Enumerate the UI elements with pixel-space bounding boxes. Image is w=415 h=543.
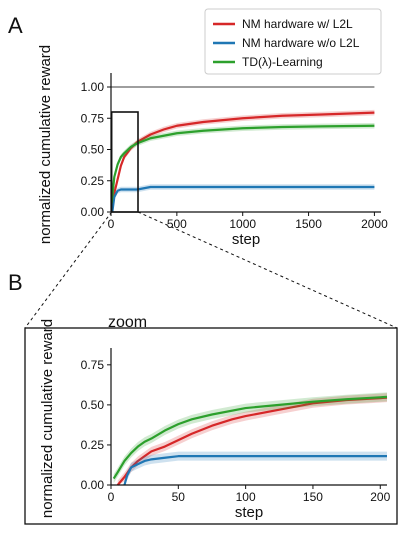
legend: NM hardware w/ L2L NM hardware w/o L2L TD(… — [204, 8, 382, 75]
panel-b-ytick-label-2: 0.50 — [81, 398, 105, 412]
panel-b-series-2-line — [112, 395, 388, 480]
panel-a-letter: A — [8, 13, 23, 38]
panel-b-plot: 0.00 0.25 0.50 0.75 0 50 100 150 200 step normaliz… — [24, 319, 398, 525]
panel-b-letter: B — [8, 270, 23, 295]
panel-a-ytick-label-3: 0.75 — [81, 111, 105, 125]
panel-a-ytick-label-4: 1.00 — [81, 80, 105, 94]
panel-b-xtick-label-2: 100 — [236, 490, 256, 504]
legend-box — [204, 8, 382, 75]
panel-a-ylabel: normalized cumulative reward — [37, 45, 54, 244]
panel-b-series-1-line — [123, 455, 387, 486]
zoom-connector-left — [24, 211, 113, 329]
panel-b-xlabel: step — [235, 504, 263, 521]
panel-a-xlabel: step — [232, 231, 260, 248]
panel-a-series-1-band — [112, 184, 375, 212]
panel-a-xtick-label-3: 1500 — [295, 217, 322, 231]
panel-b-xtick-label-0: 0 — [108, 490, 115, 504]
panel-b-series-1-band — [124, 451, 388, 485]
zoom-title: zoom — [108, 314, 147, 331]
panel-a-xtick-label-1: 500 — [167, 217, 187, 231]
panel-b-series-0-line — [116, 396, 388, 486]
panel-a-xtick-label-2: 1000 — [229, 217, 256, 231]
panel-b-series-0-band — [117, 393, 388, 485]
panel-b-ytick-label-0: 0.00 — [81, 478, 105, 492]
zoom-connector-right — [137, 211, 398, 329]
panel-a-series-2-line — [110, 124, 375, 204]
legend-label-1: NM hardware w/o L2L — [242, 36, 360, 50]
panel-a-ytick-label-0: 0.00 — [81, 205, 105, 219]
panel-b-ytick-label-3: 0.75 — [81, 358, 105, 372]
panel-b-xtick-label-1: 50 — [172, 490, 186, 504]
panel-a-xtick-label-4: 2000 — [361, 217, 388, 231]
panel-b-xtick-label-3: 150 — [303, 490, 323, 504]
zoom-frame — [24, 327, 398, 525]
panel-b-ytick-label-1: 0.25 — [81, 438, 105, 452]
zoom-box — [110, 111, 139, 213]
panel-a-xtick-label-0: 0 — [108, 217, 115, 231]
zoom-connectors — [24, 211, 398, 329]
panel-a-plot: 0.00 0.25 0.50 0.75 1.00 0 500 1000 1500 2000 step… — [37, 45, 388, 248]
panel-a-series-1-line — [111, 185, 375, 213]
panel-a-series-0-line — [111, 111, 375, 206]
panel-b-ylabel: normalized cumulative reward — [39, 319, 56, 518]
panel-a-ytick-label-2: 0.50 — [81, 143, 105, 157]
panel-a-series-2-band — [111, 123, 375, 206]
legend-label-2: TD(λ)-Learning — [242, 55, 323, 69]
panel-a-ytick-label-1: 0.25 — [81, 174, 105, 188]
panel-b-xtick-label-4: 200 — [370, 490, 390, 504]
legend-label-0: NM hardware w/ L2L — [242, 17, 353, 31]
panel-b-series-2-band — [113, 392, 387, 484]
